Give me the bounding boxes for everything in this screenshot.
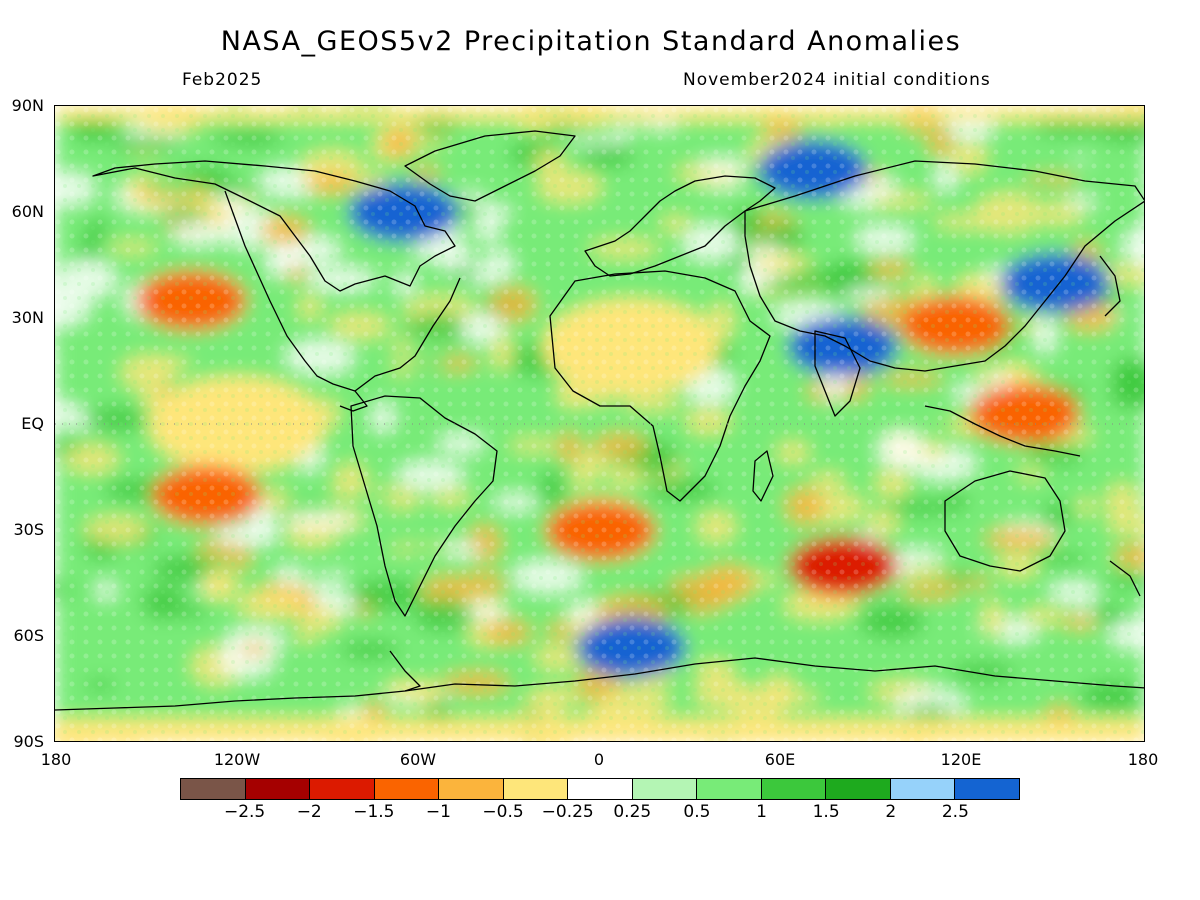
lon-label-180e: 180: [1127, 750, 1159, 769]
lat-label-90s: 90S: [13, 732, 44, 751]
colorbar-tick-label: −1.5: [353, 802, 395, 822]
colorbar-tick-label: 2.5: [941, 802, 969, 822]
antarctic-peninsula: [55, 650, 421, 711]
colorbar-tick-label: −2: [296, 802, 322, 822]
lat-label-60n: 60N: [11, 202, 44, 221]
lon-label-60w: 60W: [399, 750, 437, 769]
colorbar-tick-label: −0.5: [482, 802, 524, 822]
colorbar-tick-label: −2.5: [223, 802, 266, 822]
colorbar-swatch: [310, 779, 375, 799]
forecast-month: Feb2025: [182, 70, 263, 90]
colorbar-swatch: [632, 779, 698, 799]
colorbar-swatch: [439, 779, 504, 799]
colorbar-swatch: [761, 779, 827, 799]
colorbar-swatch: [181, 779, 246, 799]
lat-label-30s: 30S: [13, 520, 44, 539]
antarctica-outline: [404, 657, 1144, 692]
gulf-coast: [354, 277, 461, 392]
chart-title: NASA_GEOS5v2 Precipitation Standard Anom…: [220, 26, 962, 57]
lat-label-30n: 30N: [11, 308, 44, 327]
south-america-outline: [350, 395, 498, 617]
lat-label-90n: 90N: [11, 96, 44, 115]
north-america-outline: [92, 160, 456, 292]
africa-outline: [549, 270, 771, 502]
colorbar-tick-label: 1: [756, 802, 767, 822]
colorbar-tick-label: 0.5: [683, 802, 711, 822]
colorbar-swatch: [955, 779, 1019, 799]
initial-conditions: November2024 initial conditions: [683, 70, 991, 90]
lon-label-60e: 60E: [764, 750, 796, 769]
anomaly-map: [55, 106, 1144, 741]
lon-label-180w: 180: [40, 750, 72, 769]
colorbar-tick-label: −0.25: [541, 802, 594, 822]
colorbar: [180, 778, 1020, 800]
southeast-asia-islands: [924, 405, 1081, 457]
north-america-west-coast: [224, 190, 368, 412]
india-outline: [814, 330, 861, 417]
colorbar-swatch: [697, 779, 762, 799]
colorbar-swatch: [503, 779, 569, 799]
asia-outline: [744, 160, 1144, 372]
colorbar-swatch: [374, 779, 440, 799]
japan-outline: [1099, 255, 1121, 317]
colorbar-tick-label: 0.25: [613, 802, 652, 822]
lat-label-eq: EQ: [21, 414, 44, 433]
colorbar-swatch: [245, 779, 311, 799]
lon-label-120w: 120W: [213, 750, 261, 769]
colorbar-swatch: [890, 779, 956, 799]
greenland-outline: [404, 130, 576, 202]
continent-outlines: [55, 130, 1144, 711]
madagascar-outline: [752, 450, 774, 502]
lat-label-60s: 60S: [13, 626, 44, 645]
map-panel: [54, 105, 1145, 742]
lon-label-0: 0: [593, 750, 605, 769]
colorbar-tick-label: 2: [885, 802, 897, 822]
new-zealand-outline: [1109, 560, 1141, 597]
colorbar-swatch: [826, 779, 891, 799]
colorbar-tick-label: −1: [425, 802, 451, 822]
colorbar-tick-label: 1.5: [812, 802, 840, 822]
australia-outline: [944, 470, 1066, 572]
colorbar-swatch: [568, 779, 633, 799]
lon-label-120e: 120E: [940, 750, 982, 769]
